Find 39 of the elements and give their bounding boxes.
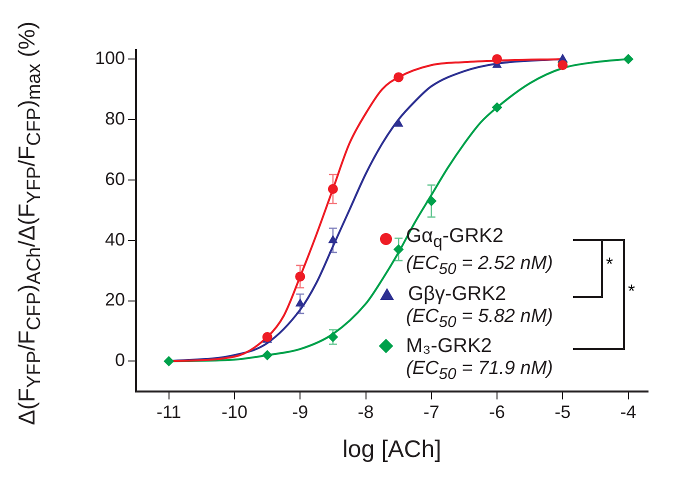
- point: [328, 184, 338, 194]
- annotation: *: [606, 254, 614, 276]
- y-tick-label: 40: [105, 229, 126, 250]
- annotation: (EC$_{50}$ = 5.82 nM): [406, 306, 553, 330]
- x-tick-label: -6: [489, 402, 506, 422]
- point: [262, 332, 272, 342]
- point: [492, 102, 502, 112]
- point: [164, 356, 174, 366]
- point: [394, 72, 404, 82]
- point: [328, 235, 338, 244]
- point: [394, 119, 403, 127]
- x-tick-label: -4: [620, 402, 636, 422]
- x-tick-label: -11: [156, 402, 182, 422]
- annotation: (EC$_{50}$ = 2.52 nM): [406, 253, 553, 278]
- y-tick-label: 20: [105, 290, 126, 310]
- point: [426, 196, 436, 206]
- point: [623, 54, 634, 64]
- point: [295, 272, 306, 282]
- annotation: *: [628, 280, 636, 302]
- legend-label: M₃-GRK2: [406, 335, 492, 358]
- point: [558, 60, 568, 70]
- legend-label: Gβγ-GRK2: [408, 282, 506, 305]
- x-axis-title: log [ACh]: [342, 436, 442, 464]
- y-tick-label: 0: [115, 350, 126, 370]
- y-tick-label: 100: [94, 48, 126, 68]
- y-tick-label: 60: [105, 168, 126, 189]
- x-tick-label: -9: [292, 402, 308, 422]
- point: [492, 54, 502, 64]
- legend-label: Gα$_{q}$-GRK2: [406, 225, 504, 252]
- point: [394, 244, 404, 254]
- point: [328, 332, 338, 342]
- x-tick-label: -10: [221, 402, 248, 422]
- point: [296, 298, 305, 307]
- x-tick-label: -5: [554, 402, 571, 422]
- x-tick-label: -8: [358, 402, 374, 422]
- x-tick-label: -7: [423, 402, 440, 422]
- annotation: (EC$_{50}$ = 71.9 nM): [406, 358, 553, 384]
- point: [262, 350, 272, 360]
- y-tick-label: 80: [105, 108, 126, 128]
